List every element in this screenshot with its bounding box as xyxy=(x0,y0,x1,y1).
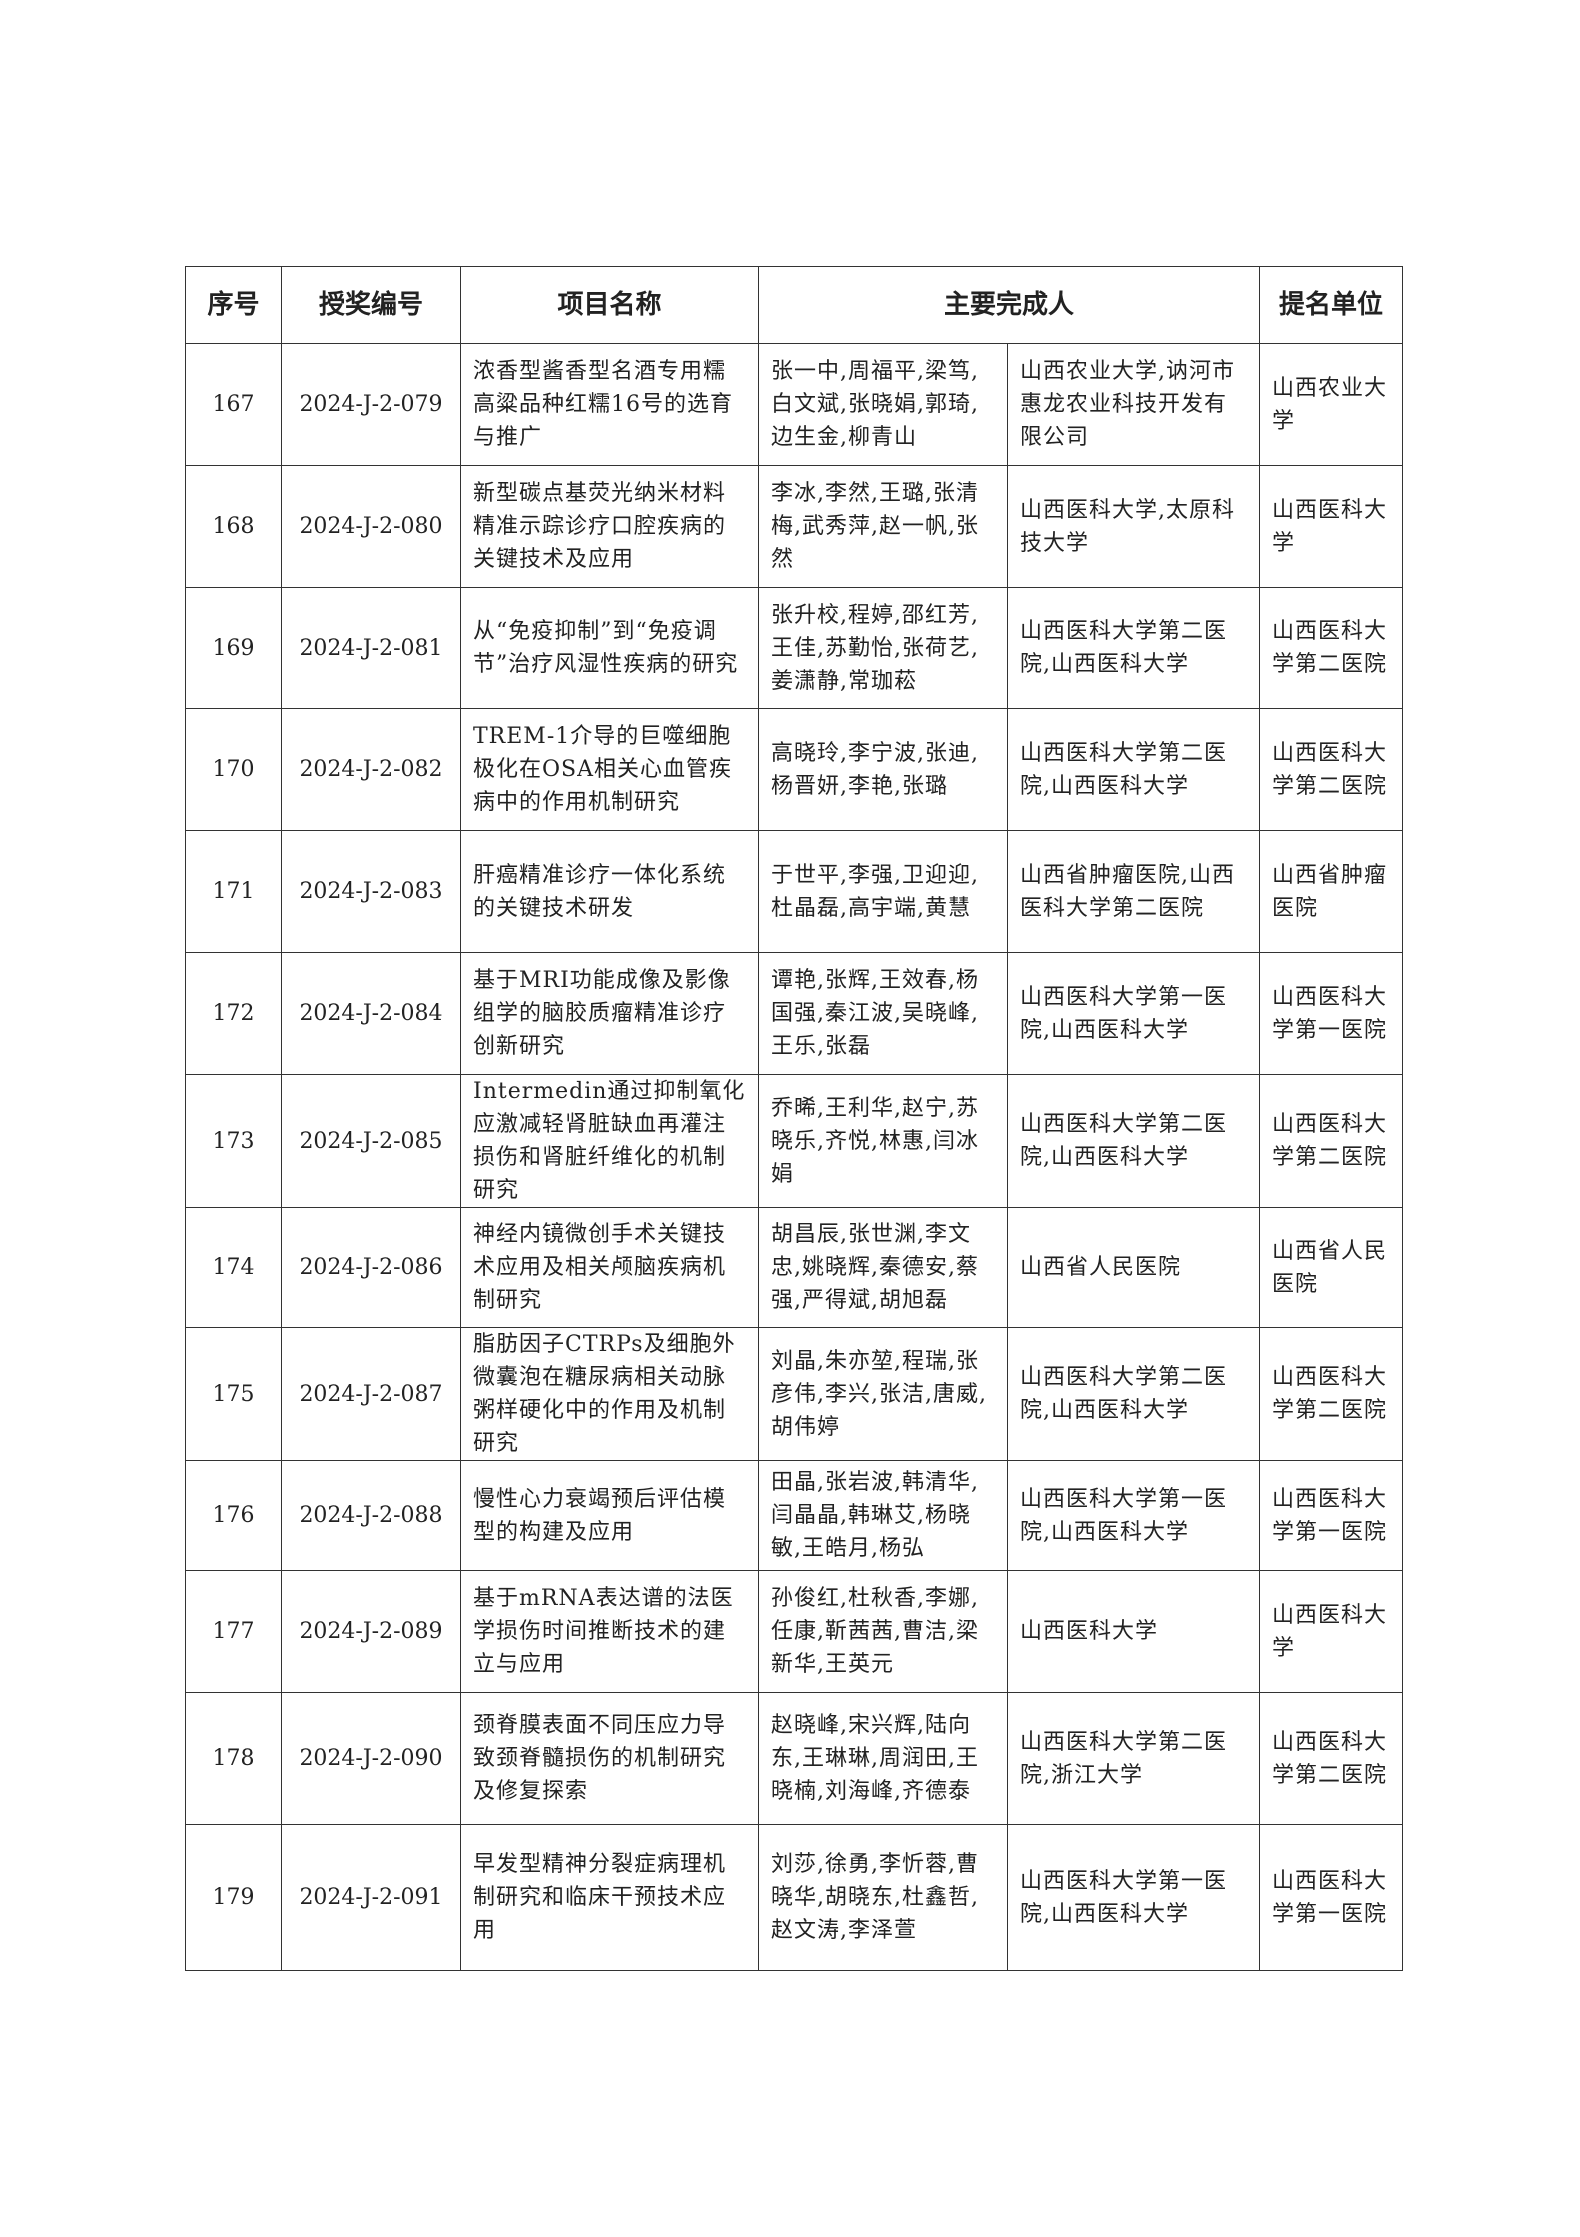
main-contributors: 高晓玲,李宁波,张迪,杨晋妍,李艳,张璐 xyxy=(758,708,1008,831)
award-code: 2024-J-2-082 xyxy=(281,708,461,831)
completing-units: 山西医科大学 xyxy=(1006,1570,1261,1693)
project-name: 基于MRI功能成像及影像组学的脑胶质瘤精准诊疗创新研究 xyxy=(460,952,759,1075)
row-number: 174 xyxy=(185,1207,282,1328)
row-number: 178 xyxy=(185,1692,282,1825)
project-name: 颈脊膜表面不同压应力导致颈脊髓损伤的机制研究及修复探索 xyxy=(460,1692,759,1825)
row-number: 170 xyxy=(185,708,282,831)
table-row: 179 2024-J-2-091 早发型精神分裂症病理机制研究和临床干预技术应用 刘莎… xyxy=(185,1824,1404,1971)
table-row: 167 2024-J-2-079 浓香型酱香型名酒专用糯高粱品种红糯16号的选育与推… xyxy=(185,343,1404,466)
completing-units: 山西医科大学第二医院,山西医科大学 xyxy=(1006,1074,1261,1208)
row-number: 179 xyxy=(185,1824,282,1971)
nominating-unit: 山西医科大学第一医院 xyxy=(1259,952,1404,1075)
completing-units: 山西医科大学,太原科技大学 xyxy=(1006,465,1261,588)
table-row: 174 2024-J-2-086 神经内镜微创手术关键技术应用及相关颅脑疾病机制研究… xyxy=(185,1207,1404,1328)
award-code: 2024-J-2-089 xyxy=(281,1570,461,1693)
project-name: 从“免疫抑制”到“免疫调节”治疗风湿性疾病的研究 xyxy=(460,587,759,709)
row-number: 175 xyxy=(185,1327,282,1461)
table-row: 176 2024-J-2-088 慢性心力衰竭预后评估模型的构建及应用 田晶,张岩波,… xyxy=(185,1460,1404,1571)
row-number: 168 xyxy=(185,465,282,588)
row-number: 176 xyxy=(185,1460,282,1571)
nominating-unit: 山西医科大学第二医院 xyxy=(1259,1074,1404,1208)
award-code: 2024-J-2-091 xyxy=(281,1824,461,1971)
table-row: 173 2024-J-2-085 Intermedin通过抑制氧化应激减轻肾脏缺血再… xyxy=(185,1074,1404,1208)
award-code: 2024-J-2-087 xyxy=(281,1327,461,1461)
table-row: 175 2024-J-2-087 脂肪因子CTRPs及细胞外微囊泡在糖尿病相关动脉粥… xyxy=(185,1327,1404,1461)
nominating-unit: 山西医科大学 xyxy=(1259,465,1404,588)
completing-units: 山西省肿瘤医院,山西医科大学第二医院 xyxy=(1006,830,1261,953)
nominating-unit: 山西医科大学第二医院 xyxy=(1259,1327,1404,1461)
table-row: 168 2024-J-2-080 新型碳点基荧光纳米材料精准示踪诊疗口腔疾病的关键技… xyxy=(185,465,1404,588)
award-table: 序号 授奖编号 项目名称 主要完成人 提名单位 167 2024-J-2-079 浓… xyxy=(185,266,1404,1971)
row-number: 172 xyxy=(185,952,282,1075)
completing-units: 山西农业大学,讷河市惠龙农业科技开发有限公司 xyxy=(1006,343,1261,466)
nominating-unit: 山西省人民医院 xyxy=(1259,1207,1404,1328)
project-name: 新型碳点基荧光纳米材料精准示踪诊疗口腔疾病的关键技术及应用 xyxy=(460,465,759,588)
nominating-unit: 山西医科大学第二医院 xyxy=(1259,708,1404,831)
table-row: 170 2024-J-2-082 TREM-1介导的巨噬细胞极化在OSA相关心血管疾… xyxy=(185,708,1404,831)
project-name: 浓香型酱香型名酒专用糯高粱品种红糯16号的选育与推广 xyxy=(460,343,759,466)
completing-units: 山西医科大学第二医院,山西医科大学 xyxy=(1006,708,1261,831)
nominating-unit: 山西医科大学第一医院 xyxy=(1259,1460,1404,1571)
project-name: 慢性心力衰竭预后评估模型的构建及应用 xyxy=(460,1460,759,1571)
main-contributors: 田晶,张岩波,韩清华,闫晶晶,韩琳艾,杨晓敏,王皓月,杨弘 xyxy=(758,1460,1008,1571)
main-contributors: 赵晓峰,宋兴辉,陆向东,王琳琳,周润田,王晓楠,刘海峰,齐德泰 xyxy=(758,1692,1008,1825)
completing-units: 山西医科大学第二医院,山西医科大学 xyxy=(1006,587,1261,709)
main-contributors: 刘莎,徐勇,李忻蓉,曹晓华,胡晓东,杜鑫哲,赵文涛,李泽萱 xyxy=(758,1824,1008,1971)
project-name: 肝癌精准诊疗一体化系统的关键技术研发 xyxy=(460,830,759,953)
header-code: 授奖编号 xyxy=(281,266,461,344)
header-no: 序号 xyxy=(185,266,282,344)
nominating-unit: 山西省肿瘤医院 xyxy=(1259,830,1404,953)
completing-units: 山西医科大学第一医院,山西医科大学 xyxy=(1006,952,1261,1075)
award-code: 2024-J-2-088 xyxy=(281,1460,461,1571)
main-contributors: 刘晶,朱亦堃,程瑞,张彦伟,李兴,张洁,唐威,胡伟婷 xyxy=(758,1327,1008,1461)
completing-units: 山西医科大学第一医院,山西医科大学 xyxy=(1006,1824,1261,1971)
nominating-unit: 山西医科大学第二医院 xyxy=(1259,587,1404,709)
completing-units: 山西医科大学第二医院,山西医科大学 xyxy=(1006,1327,1261,1461)
table-row: 178 2024-J-2-090 颈脊膜表面不同压应力导致颈脊髓损伤的机制研究及修复… xyxy=(185,1692,1404,1825)
main-contributors: 李冰,李然,王璐,张清梅,武秀萍,赵一帆,张然 xyxy=(758,465,1008,588)
main-contributors: 张一中,周福平,梁笃,白文斌,张晓娟,郭琦,边生金,柳青山 xyxy=(758,343,1008,466)
award-code: 2024-J-2-085 xyxy=(281,1074,461,1208)
completing-units: 山西医科大学第一医院,山西医科大学 xyxy=(1006,1460,1261,1571)
project-name: 脂肪因子CTRPs及细胞外微囊泡在糖尿病相关动脉粥样硬化中的作用及机制研究 xyxy=(460,1327,759,1461)
main-contributors: 谭艳,张辉,王效春,杨国强,秦江波,吴晓峰,王乐,张磊 xyxy=(758,952,1008,1075)
project-name: 基于mRNA表达谱的法医学损伤时间推断技术的建立与应用 xyxy=(460,1570,759,1693)
project-name: 早发型精神分裂症病理机制研究和临床干预技术应用 xyxy=(460,1824,759,1971)
main-contributors: 张升校,程婷,邵红芳,王佳,苏勤怡,张荷艺,姜潇静,常珈菘 xyxy=(758,587,1008,709)
main-contributors: 孙俊红,杜秋香,李娜,任康,靳茜茜,曹洁,梁新华,王英元 xyxy=(758,1570,1008,1693)
project-name: TREM-1介导的巨噬细胞极化在OSA相关心血管疾病中的作用机制研究 xyxy=(460,708,759,831)
award-code: 2024-J-2-080 xyxy=(281,465,461,588)
header-row: 序号 授奖编号 项目名称 主要完成人 提名单位 xyxy=(185,266,1404,344)
main-contributors: 于世平,李强,卫迎迎,杜晶磊,高宇端,黄慧 xyxy=(758,830,1008,953)
completing-units: 山西省人民医院 xyxy=(1006,1207,1261,1328)
nominating-unit: 山西医科大学 xyxy=(1259,1570,1404,1693)
award-code: 2024-J-2-079 xyxy=(281,343,461,466)
main-contributors: 乔晞,王利华,赵宁,苏晓乐,齐悦,林惠,闫冰娟 xyxy=(758,1074,1008,1208)
table-row: 169 2024-J-2-081 从“免疫抑制”到“免疫调节”治疗风湿性疾病的研究张… xyxy=(185,587,1404,709)
header-nominator: 提名单位 xyxy=(1259,266,1404,344)
project-name: 神经内镜微创手术关键技术应用及相关颅脑疾病机制研究 xyxy=(460,1207,759,1328)
main-contributors: 胡昌辰,张世渊,李文忠,姚晓辉,秦德安,蔡强,严得斌,胡旭磊 xyxy=(758,1207,1008,1328)
nominating-unit: 山西医科大学第一医院 xyxy=(1259,1824,1404,1971)
table-row: 172 2024-J-2-084 基于MRI功能成像及影像组学的脑胶质瘤精准诊疗创新… xyxy=(185,952,1404,1075)
row-number: 173 xyxy=(185,1074,282,1208)
row-number: 171 xyxy=(185,830,282,953)
completing-units: 山西医科大学第二医院,浙江大学 xyxy=(1006,1692,1261,1825)
award-code: 2024-J-2-086 xyxy=(281,1207,461,1328)
header-project: 项目名称 xyxy=(460,266,759,344)
nominating-unit: 山西医科大学第二医院 xyxy=(1259,1692,1404,1825)
table-row: 177 2024-J-2-089 基于mRNA表达谱的法医学损伤时间推断技术的建立与… xyxy=(185,1570,1404,1693)
row-number: 167 xyxy=(185,343,282,466)
project-name: Intermedin通过抑制氧化应激减轻肾脏缺血再灌注损伤和肾脏纤维化的机制研究 xyxy=(460,1074,759,1208)
row-number: 169 xyxy=(185,587,282,709)
award-code: 2024-J-2-084 xyxy=(281,952,461,1075)
header-people: 主要完成人 xyxy=(757,266,1261,344)
nominating-unit: 山西农业大学 xyxy=(1259,343,1404,466)
row-number: 177 xyxy=(185,1570,282,1693)
table-row: 171 2024-J-2-083 肝癌精准诊疗一体化系统的关键技术研发 于世平,李强,… xyxy=(185,830,1404,953)
award-code: 2024-J-2-083 xyxy=(281,830,461,953)
award-code: 2024-J-2-090 xyxy=(281,1692,461,1825)
award-code: 2024-J-2-081 xyxy=(281,587,461,709)
